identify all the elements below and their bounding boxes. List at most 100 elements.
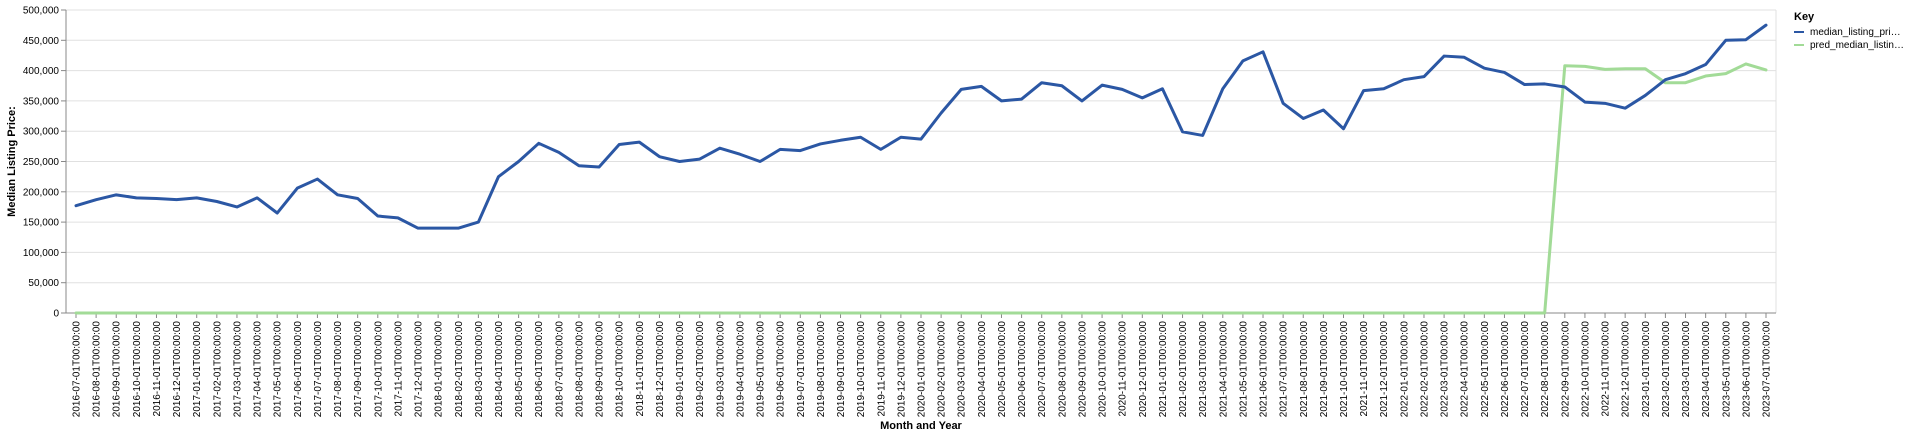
x-tick-label: 2021-02-01T00:00:00 [1178, 321, 1189, 418]
x-tick-label: 2020-02-01T00:00:00 [937, 321, 948, 418]
x-tick-label: 2016-11-01T00:00:00 [152, 321, 163, 417]
x-tick-label: 2023-02-01T00:00:00 [1661, 321, 1672, 418]
x-tick-label: 2022-06-01T00:00:00 [1500, 321, 1511, 418]
x-tick-label: 2020-07-01T00:00:00 [1037, 321, 1048, 418]
x-tick-label: 2017-03-01T00:00:00 [232, 321, 243, 418]
x-tick-label: 2023-07-01T00:00:00 [1762, 321, 1773, 418]
legend-label: median_listing_pri… [1810, 27, 1901, 38]
x-tick-label: 2022-08-01T00:00:00 [1540, 321, 1551, 418]
legend-label: pred_median_listin… [1810, 40, 1904, 51]
x-tick-label: 2022-12-01T00:00:00 [1621, 321, 1632, 418]
x-tick-label: 2017-04-01T00:00:00 [253, 321, 264, 418]
x-tick-label: 2018-02-01T00:00:00 [454, 321, 465, 418]
x-tick-label: 2021-08-01T00:00:00 [1299, 321, 1310, 418]
x-tick-label: 2017-08-01T00:00:00 [333, 321, 344, 418]
x-tick-label: 2023-05-01T00:00:00 [1721, 321, 1732, 418]
x-tick-label: 2016-07-01T00:00:00 [72, 321, 83, 418]
x-tick-label: 2019-02-01T00:00:00 [695, 321, 706, 418]
x-tick-label: 2021-03-01T00:00:00 [1198, 321, 1209, 418]
x-tick-label: 2022-03-01T00:00:00 [1440, 321, 1451, 418]
x-tick-label: 2018-01-01T00:00:00 [434, 321, 445, 418]
x-tick-label: 2018-11-01T00:00:00 [635, 321, 646, 417]
x-tick-label: 2017-02-01T00:00:00 [212, 321, 223, 418]
x-tick-label: 2019-08-01T00:00:00 [816, 321, 827, 418]
x-tick-label: 2019-03-01T00:00:00 [715, 321, 726, 418]
x-tick-label: 2018-07-01T00:00:00 [554, 321, 565, 418]
x-tick-label: 2020-10-01T00:00:00 [1098, 321, 1109, 418]
x-tick-label: 2020-11-01T00:00:00 [1118, 321, 1129, 417]
x-tick-label: 2021-12-01T00:00:00 [1379, 321, 1390, 418]
x-tick-label: 2021-10-01T00:00:00 [1339, 321, 1350, 418]
y-tick-label: 150,000 [23, 218, 60, 229]
series-lines [74, 23, 1768, 315]
x-tick-label: 2021-09-01T00:00:00 [1319, 321, 1330, 418]
y-tick-label: 200,000 [23, 187, 60, 198]
x-tick-label: 2018-04-01T00:00:00 [494, 321, 505, 418]
y-tick-label: 450,000 [23, 36, 60, 47]
x-tick-label: 2019-12-01T00:00:00 [896, 321, 907, 418]
gridlines [66, 9, 1777, 314]
y-axis: 0 50,000 100,000 150,000 200,000 250,000 300,0… [23, 6, 67, 320]
x-tick-label: 2019-01-01T00:00:00 [675, 321, 686, 418]
x-tick-label: 2019-11-01T00:00:00 [876, 321, 887, 417]
x-tick-label: 2021-05-01T00:00:00 [1238, 321, 1249, 418]
x-tick-label: 2021-06-01T00:00:00 [1259, 321, 1270, 418]
x-tick-label: 2022-02-01T00:00:00 [1419, 321, 1430, 418]
x-tick-label: 2018-08-01T00:00:00 [574, 321, 585, 418]
x-tick-label: 2018-03-01T00:00:00 [474, 321, 485, 418]
legend: Key median_listing_pri… pred_median_listi… [1794, 11, 1904, 51]
x-tick-label: 2019-06-01T00:00:00 [776, 321, 787, 418]
x-tick-label: 2017-09-01T00:00:00 [353, 321, 364, 418]
x-tick-label: 2019-04-01T00:00:00 [735, 321, 746, 418]
y-tick-label: 500,000 [23, 6, 60, 17]
x-tick-label: 2022-07-01T00:00:00 [1520, 321, 1531, 418]
x-tick-label: 2017-05-01T00:00:00 [273, 321, 284, 418]
x-tick-label: 2018-12-01T00:00:00 [655, 321, 666, 418]
y-tick-label: 50,000 [28, 278, 59, 289]
y-tick-label: 250,000 [23, 157, 60, 168]
x-tick-label: 2018-05-01T00:00:00 [514, 321, 525, 418]
x-tick-label: 2020-12-01T00:00:00 [1138, 321, 1149, 418]
x-tick-label: 2019-05-01T00:00:00 [756, 321, 767, 418]
x-tick-label: 2020-06-01T00:00:00 [1017, 321, 1028, 418]
x-tick-label: 2023-01-01T00:00:00 [1641, 321, 1652, 418]
y-tick-label: 300,000 [23, 127, 60, 138]
x-tick-label: 2018-06-01T00:00:00 [534, 321, 545, 418]
x-tick-label: 2022-05-01T00:00:00 [1480, 321, 1491, 418]
y-tick-label: 350,000 [23, 96, 60, 107]
x-tick-label: 2017-06-01T00:00:00 [293, 321, 304, 418]
x-tick-label: 2022-09-01T00:00:00 [1560, 321, 1571, 418]
x-tick-label: 2021-01-01T00:00:00 [1158, 321, 1169, 418]
x-tick-label: 2020-08-01T00:00:00 [1057, 321, 1068, 418]
y-tick-label: 100,000 [23, 248, 60, 259]
x-axis-title: Month and Year [880, 420, 962, 432]
x-tick-label: 2017-01-01T00:00:00 [192, 321, 203, 418]
x-tick-label: 2020-09-01T00:00:00 [1077, 321, 1088, 418]
series-line-1 [74, 62, 1768, 315]
y-tick-label: 400,000 [23, 66, 60, 77]
x-tick-label: 2020-04-01T00:00:00 [977, 321, 988, 418]
x-tick-label: 2021-04-01T00:00:00 [1218, 321, 1229, 418]
x-tick-label: 2017-10-01T00:00:00 [373, 321, 384, 418]
x-tick-label: 2020-03-01T00:00:00 [957, 321, 968, 418]
x-tick-label: 2021-07-01T00:00:00 [1279, 321, 1290, 418]
x-tick-label: 2020-01-01T00:00:00 [917, 321, 928, 418]
x-tick-label: 2023-06-01T00:00:00 [1741, 321, 1752, 418]
x-tick-label: 2023-03-01T00:00:00 [1681, 321, 1692, 418]
y-tick-label: 0 [53, 309, 59, 320]
x-tick-label: 2021-11-01T00:00:00 [1359, 321, 1370, 417]
x-tick-label: 2019-09-01T00:00:00 [836, 321, 847, 418]
x-tick-label: 2023-04-01T00:00:00 [1701, 321, 1712, 418]
x-tick-label: 2019-07-01T00:00:00 [796, 321, 807, 418]
legend-title: Key [1794, 11, 1815, 23]
x-tick-label: 2020-05-01T00:00:00 [997, 321, 1008, 418]
x-axis: 2016-07-01T00:00:00 2016-08-01T00:00:00 20… [66, 312, 1776, 418]
x-tick-label: 2017-11-01T00:00:00 [393, 321, 404, 417]
x-tick-label: 2019-10-01T00:00:00 [856, 321, 867, 418]
series-line-0 [74, 23, 1768, 230]
x-tick-label: 2016-09-01T00:00:00 [112, 321, 123, 418]
x-tick-label: 2016-10-01T00:00:00 [132, 321, 143, 418]
x-tick-label: 2016-08-01T00:00:00 [92, 321, 103, 418]
x-tick-label: 2022-04-01T00:00:00 [1460, 321, 1471, 418]
